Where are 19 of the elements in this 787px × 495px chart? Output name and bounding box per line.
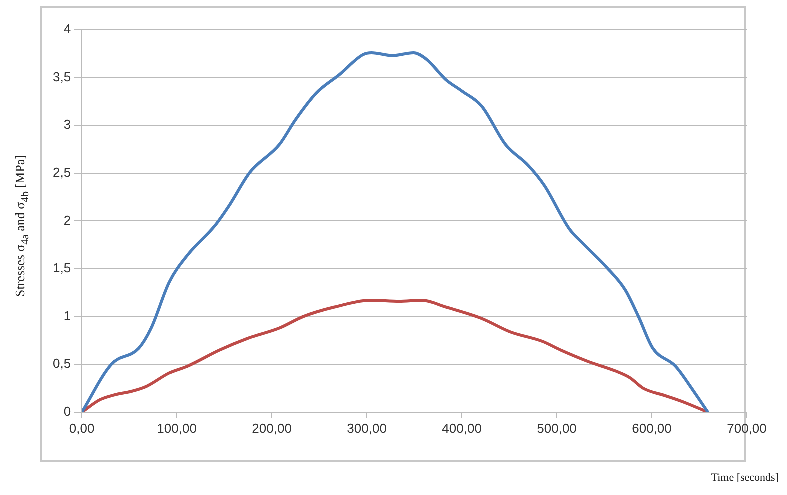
y-tick-label: 1,5 [52,260,72,276]
y-tick-label: 2,5 [52,164,72,180]
x-tick-label: 200,00 [252,420,292,436]
x-tick-label: 100,00 [157,420,197,436]
y-tick-label: 0,5 [52,356,72,372]
y-tick-label: 4 [64,22,72,37]
x-tick-label: 500,00 [537,420,577,436]
x-axis-title: Time [seconds] [711,472,779,484]
x-tick-label: 300,00 [347,420,387,436]
y-tick-label: 1 [64,308,72,324]
y-tick-label: 0 [64,404,72,419]
x-tick-label: 0,00 [69,420,95,436]
y-tick-label: 2 [64,212,72,228]
y-tick-label: 3,5 [52,69,72,84]
x-tick-label: 400,00 [442,420,482,436]
x-tick-label: 600,00 [632,420,672,436]
line-series [82,51,710,412]
y-tick-label: 3 [64,117,72,132]
x-tick-label: 700,00 [727,420,767,436]
